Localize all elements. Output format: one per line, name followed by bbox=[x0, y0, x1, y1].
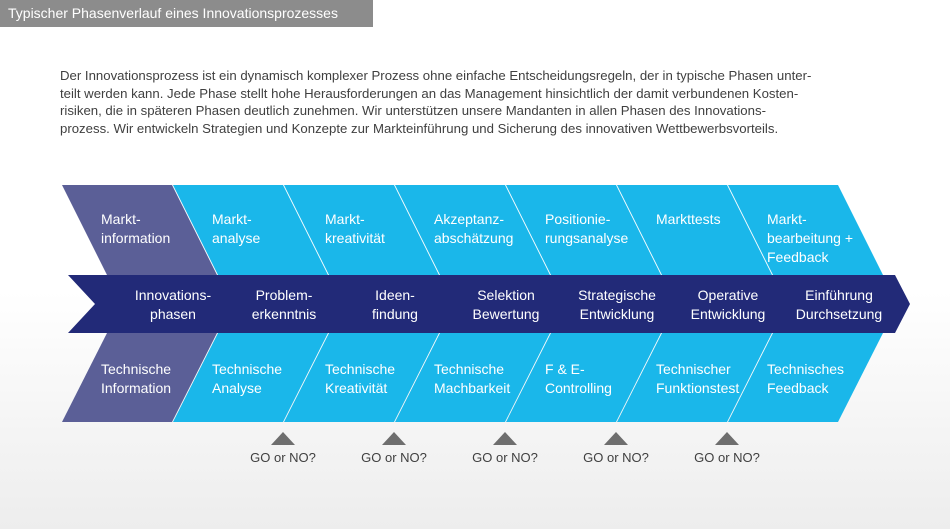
page-title: Typischer Phasenverlauf eines Innovation… bbox=[0, 0, 373, 27]
bottom-chevron-6 bbox=[617, 333, 772, 422]
bottom-phase-label-6: Technischer Funktionstest bbox=[656, 360, 739, 398]
middle-phase-label-line: phasen bbox=[150, 306, 196, 322]
top-chevron-2 bbox=[173, 185, 328, 275]
gate-label-2: GO or NO? bbox=[361, 450, 427, 465]
top-chevron-5 bbox=[506, 185, 661, 275]
middle-phase-label-1: Innovations-phasen bbox=[118, 286, 228, 324]
gate-marker-icon bbox=[493, 432, 517, 445]
top-phase-label-7: Markt-bearbeitung + Feedback bbox=[767, 210, 853, 267]
top-phase-label-5: Positionie-rungsanalyse bbox=[545, 210, 628, 248]
top-phase-label-7-line: Markt- bbox=[767, 211, 807, 227]
top-chevron-4 bbox=[395, 185, 550, 275]
middle-phase-label-line: Strategische bbox=[578, 287, 656, 303]
bottom-phase-label-4-line: Technische bbox=[434, 361, 505, 377]
middle-phase-label-line: Durchsetzung bbox=[795, 306, 883, 322]
middle-phase-label-line: Einführung bbox=[805, 287, 873, 303]
top-phase-label-2-line: Markt- bbox=[212, 211, 252, 227]
bottom-phase-label-4-line: Machbarkeit bbox=[434, 380, 511, 396]
middle-phase-label-6: Operative Entwicklung bbox=[673, 286, 783, 324]
top-chevron-3 bbox=[284, 185, 439, 275]
top-chevron-1 bbox=[62, 185, 217, 275]
middle-phase-label-5: Strategische Entwicklung bbox=[562, 286, 672, 324]
intro-line: risiken, die in späteren Phasen deutlich… bbox=[60, 103, 766, 118]
bottom-phase-label-2-line: Analyse bbox=[212, 380, 262, 396]
top-phase-label-3-line: kreativität bbox=[325, 230, 385, 246]
bottom-phase-label-7: Technisches Feedback bbox=[767, 360, 844, 398]
bottom-phase-label-6-line: Funktionstest bbox=[656, 380, 740, 396]
bottom-phase-label-1-line: Technische bbox=[101, 361, 172, 377]
bottom-phase-label-3-line: Technische bbox=[325, 361, 396, 377]
bottom-phase-label-7-line: Feedback bbox=[767, 380, 829, 396]
middle-phase-label-line: Innovations- bbox=[134, 287, 212, 303]
bottom-phase-label-3-line: Kreativität bbox=[325, 380, 388, 396]
middle-phase-label-line: Entwicklung bbox=[579, 306, 655, 322]
top-phase-label-3: Markt-kreativität bbox=[325, 210, 385, 248]
top-phase-label-1: Markt-information bbox=[101, 210, 170, 248]
top-phase-label-6-line: Markttests bbox=[656, 211, 721, 227]
middle-phase-label-2: Problem-erkenntnis bbox=[229, 286, 339, 324]
gate-label-5: GO or NO? bbox=[694, 450, 760, 465]
top-phase-label-4-line: Akzeptanz- bbox=[434, 211, 505, 227]
top-phase-label-1-line: information bbox=[101, 230, 171, 246]
gate-label-1: GO or NO? bbox=[250, 450, 316, 465]
intro-line: Der Innovationsprozess ist ein dynamisch… bbox=[60, 68, 812, 83]
middle-phase-label-3: Ideen-findung bbox=[340, 286, 450, 324]
bottom-phase-label-1-line: Information bbox=[101, 380, 172, 396]
top-phase-label-5-line: rungsanalyse bbox=[545, 230, 629, 246]
top-phase-label-6: Markttests bbox=[656, 210, 721, 229]
bottom-phase-label-4: Technische Machbarkeit bbox=[434, 360, 510, 398]
bottom-chevron-3 bbox=[284, 333, 439, 422]
middle-phase-label-line: Bewertung bbox=[472, 306, 540, 322]
gate-marker-icon bbox=[271, 432, 295, 445]
bottom-phase-label-5: F & E- Controlling bbox=[545, 360, 612, 398]
top-phase-label-2-line: analyse bbox=[212, 230, 261, 246]
top-phase-label-4: Akzeptanz-abschätzung bbox=[434, 210, 513, 248]
middle-phase-label-line: Selektion bbox=[477, 287, 535, 303]
bottom-chevron-2 bbox=[173, 333, 328, 422]
phase-arrow bbox=[68, 275, 910, 333]
bottom-phase-label-6-line: Technischer bbox=[656, 361, 731, 377]
bottom-phase-label-3: Technische Kreativität bbox=[325, 360, 395, 398]
top-phase-label-1-line: Markt- bbox=[101, 211, 141, 227]
gate-marker-icon bbox=[715, 432, 739, 445]
bottom-phase-label-7-line: Technisches bbox=[767, 361, 845, 377]
top-chevron-row bbox=[62, 185, 883, 275]
top-phase-label-7-line: bearbeitung + bbox=[767, 230, 854, 246]
intro-line: prozess. Wir entwickeln Strategien und K… bbox=[60, 120, 779, 136]
intro-paragraph: Der Innovationsprozess ist ein dynamisch… bbox=[60, 67, 850, 137]
gate-label-4: GO or NO? bbox=[583, 450, 649, 465]
bottom-chevron-4 bbox=[395, 333, 550, 422]
top-phase-label-2: Markt-analyse bbox=[212, 210, 260, 248]
bottom-phase-label-5-line: F & E- bbox=[545, 361, 585, 377]
top-chevron-6 bbox=[617, 185, 772, 275]
middle-phase-label-line: Operative bbox=[697, 287, 759, 303]
bottom-chevron-1 bbox=[62, 333, 217, 422]
middle-phase-label-line: Entwicklung bbox=[690, 306, 766, 322]
middle-phase-label-line: findung bbox=[372, 306, 418, 322]
top-phase-label-5-line: Positionie- bbox=[545, 211, 611, 227]
bottom-chevron-7 bbox=[728, 333, 883, 422]
middle-phase-label-line: Ideen- bbox=[375, 287, 415, 303]
top-phase-label-7-line: Feedback bbox=[767, 249, 829, 265]
bottom-phase-label-5-line: Controlling bbox=[545, 380, 612, 396]
bottom-phase-label-2-line: Technische bbox=[212, 361, 283, 377]
middle-phase-label-4: Selektion Bewertung bbox=[451, 286, 561, 324]
top-chevron-7 bbox=[728, 185, 883, 275]
gate-marker-icon bbox=[382, 432, 406, 445]
phase-arrow-layer bbox=[68, 275, 910, 333]
bottom-phase-label-2: Technische Analyse bbox=[212, 360, 282, 398]
middle-phase-label-7: Einführung Durchsetzung bbox=[784, 286, 894, 324]
top-phase-label-3-line: Markt- bbox=[325, 211, 365, 227]
middle-phase-label-line: erkenntnis bbox=[251, 306, 317, 322]
bottom-chevron-row bbox=[62, 333, 883, 422]
bottom-phase-label-1: Technische Information bbox=[101, 360, 171, 398]
top-phase-label-4-line: abschätzung bbox=[434, 230, 514, 246]
middle-phase-label-line: Problem- bbox=[255, 287, 313, 303]
intro-line: teilt werden kann. Jede Phase stellt hoh… bbox=[60, 85, 799, 101]
bottom-chevron-5 bbox=[506, 333, 661, 422]
gate-label-3: GO or NO? bbox=[472, 450, 538, 465]
gate-marker-icon bbox=[604, 432, 628, 445]
